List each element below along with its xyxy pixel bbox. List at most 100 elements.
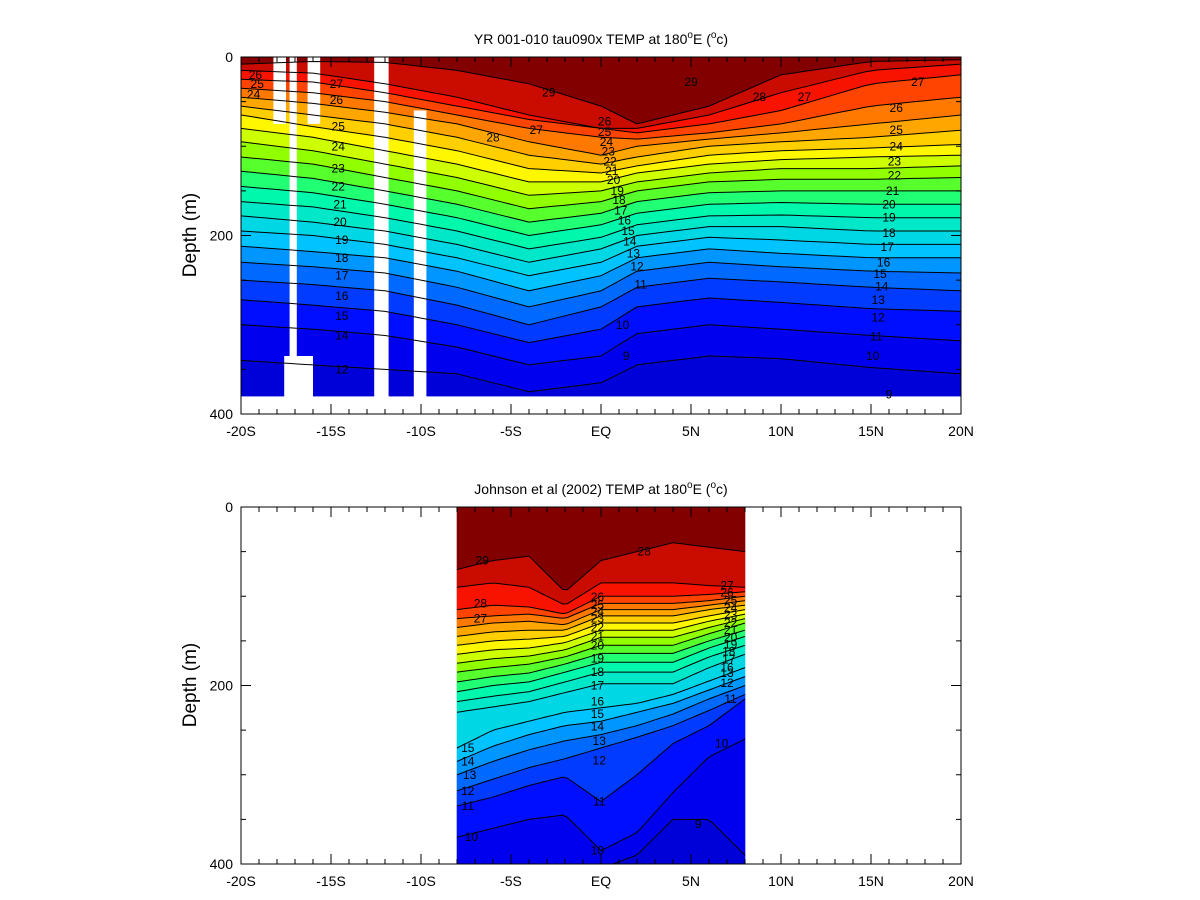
contour-label: 17 [722, 653, 736, 667]
contour-label: 29 [542, 86, 556, 100]
contour-label: 13 [463, 768, 477, 782]
isotherm-line [456, 613, 746, 655]
contour-label: 24 [247, 88, 261, 102]
contour-label: 13 [627, 246, 641, 260]
isotherm-line [241, 141, 961, 196]
contour-label: 24 [591, 604, 605, 618]
contour-label: 12 [872, 311, 886, 325]
isotherm-line [241, 105, 961, 165]
contour-label: 14 [875, 279, 889, 293]
contour-label: 9 [623, 349, 630, 363]
contour-label: 18 [612, 193, 626, 207]
contour-label: 10 [866, 349, 880, 363]
contour-label: 11 [593, 795, 606, 809]
contour-label: 26 [598, 114, 612, 128]
contour-label: 24 [600, 135, 614, 149]
contour-label: 25 [724, 594, 738, 608]
contour-label: 24 [890, 139, 904, 153]
missing-data-gap [289, 57, 297, 356]
isotherm-line [456, 595, 746, 620]
contour-label: 15 [591, 707, 605, 721]
isotherm-line [241, 277, 961, 326]
contour-label: 18 [591, 665, 605, 679]
contour-label: 10 [715, 737, 729, 751]
isotherm-line [241, 170, 961, 223]
panel-bottom-ylabel: Depth (m) [180, 643, 201, 727]
contour-label: 12 [461, 784, 475, 798]
contour-label: 21 [605, 164, 619, 178]
isotherm-line [456, 698, 746, 807]
panel-bottom-axes: -20S -15S -10S -5S EQ 5N 10N 15N 20N 0 200 400 [210, 499, 974, 889]
isotherm-line [456, 693, 746, 792]
contour-label: 19 [611, 184, 625, 198]
panel-top-field [241, 57, 961, 397]
contour-label: 20 [724, 630, 738, 644]
contour-label: 11 [634, 278, 647, 292]
isotherm-line [456, 604, 746, 637]
y-tick-label: 0 [225, 499, 233, 515]
x-tick-label: 10N [768, 423, 794, 439]
x-tick-label: -15S [316, 423, 346, 439]
contour-label: 25 [332, 120, 346, 134]
isotherm-line [456, 653, 746, 713]
x-tick-label: -20S [226, 423, 256, 439]
contour-label: 29 [476, 554, 490, 568]
isotherm-line [611, 818, 746, 864]
contour-label: 17 [614, 204, 628, 218]
contour-label: 22 [724, 616, 738, 630]
contour-label: 23 [591, 612, 605, 626]
contour-label: 26 [249, 68, 263, 82]
x-tick-label: -5S [500, 873, 522, 889]
contour-label: 27 [798, 90, 812, 104]
contour-label: 18 [722, 645, 736, 659]
isotherm-line [241, 96, 961, 156]
contour-label: 12 [630, 260, 644, 274]
contour-label: 21 [724, 623, 738, 637]
y-tick-label: 0 [225, 49, 233, 65]
contour-label: 16 [618, 213, 632, 227]
contour-label: 10 [591, 844, 605, 858]
contour-label: 25 [890, 123, 904, 137]
contour-label: 16 [720, 661, 734, 675]
contour-label: 20 [591, 638, 605, 652]
contour-label: 20 [882, 197, 896, 211]
contour-label: 16 [335, 289, 349, 303]
panel-top-ylabel: Depth (m) [180, 193, 201, 277]
x-tick-label: 15N [858, 873, 884, 889]
x-tick-label: 5N [682, 873, 700, 889]
missing-data-gap [284, 356, 313, 414]
isotherm-line [456, 738, 746, 852]
contour-label: 15 [621, 224, 635, 238]
isotherm-line [241, 201, 961, 250]
contour-label: 18 [882, 226, 896, 240]
contour-label: 26 [591, 590, 605, 604]
missing-data-gap [374, 57, 389, 414]
contour-label: 13 [720, 666, 734, 680]
contour-label: 28 [753, 90, 767, 104]
x-tick-label: -10S [406, 423, 436, 439]
contour-label: 19 [882, 211, 896, 225]
contour-label: 27 [474, 612, 488, 626]
isotherm-line [456, 542, 746, 591]
contour-label: 23 [602, 145, 616, 159]
x-tick-label: -15S [316, 873, 346, 889]
isotherm-line [456, 622, 746, 673]
x-tick-label: 5N [682, 423, 700, 439]
contour-label: 14 [461, 754, 475, 768]
isotherm-line [456, 644, 746, 703]
isotherm-line [241, 355, 961, 393]
isotherm-line [241, 230, 961, 277]
missing-data-gap [307, 57, 321, 124]
contour-label: 10 [465, 830, 479, 844]
contour-label: 16 [591, 695, 605, 709]
isotherm-line [241, 156, 961, 210]
isotherm-line [241, 114, 961, 174]
contour-label: 28 [474, 596, 488, 610]
isotherm-line [456, 635, 746, 693]
x-tick-label: EQ [591, 873, 611, 889]
panel-bottom-contours [456, 542, 746, 864]
contour-label: 28 [486, 130, 500, 144]
contour-label: 20 [333, 215, 347, 229]
contour-label: 27 [530, 123, 544, 137]
